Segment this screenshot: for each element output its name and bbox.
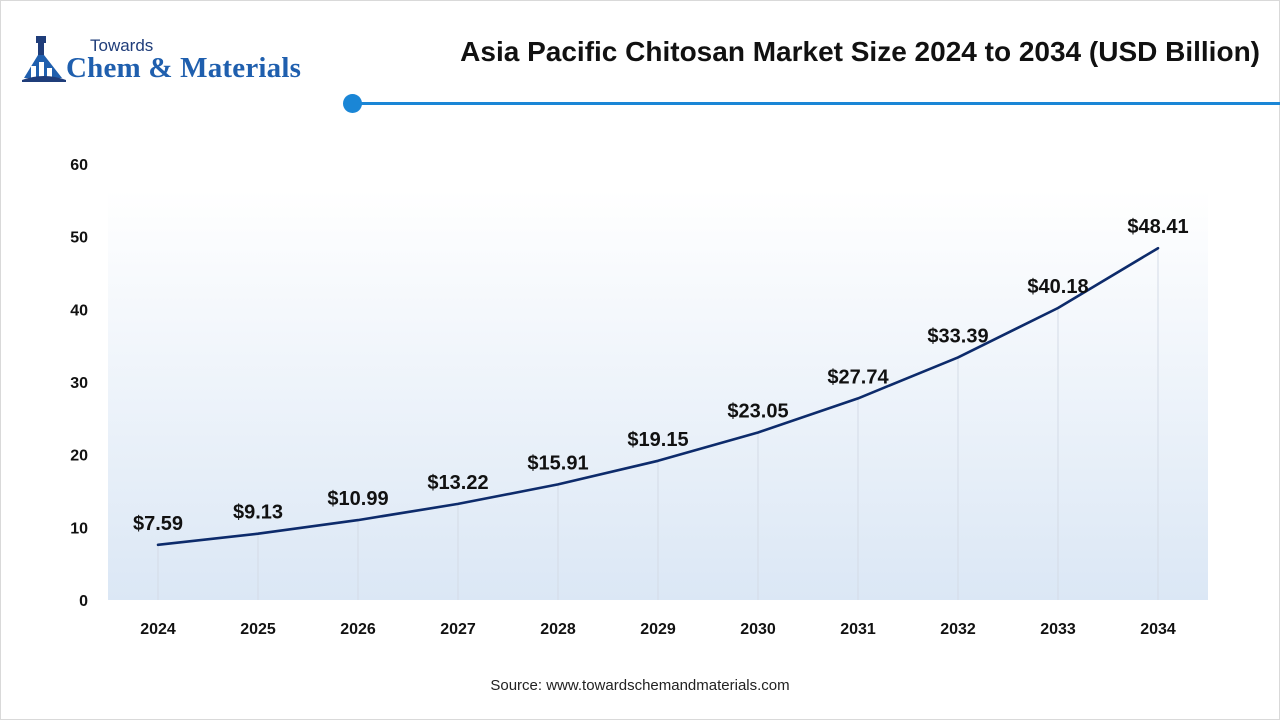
x-tick-label: 2029	[640, 621, 676, 638]
data-label: $15.91	[527, 452, 588, 474]
data-label: $19.15	[627, 429, 688, 451]
x-tick-label: 2031	[840, 621, 876, 638]
data-label: $7.59	[133, 513, 183, 535]
title-divider	[352, 102, 1280, 105]
x-tick-label: 2027	[440, 621, 476, 638]
x-tick-label: 2024	[140, 621, 176, 638]
flask-icon	[22, 36, 66, 82]
data-label: $33.39	[927, 325, 988, 347]
y-tick-label: 60	[70, 157, 88, 174]
series-line	[156, 246, 1160, 547]
data-label: $27.74	[827, 366, 889, 388]
x-tick-label: 2028	[540, 621, 576, 638]
data-label: $48.41	[1127, 216, 1188, 238]
y-tick-label: 50	[70, 230, 88, 247]
data-label: $23.05	[727, 401, 788, 423]
y-tick-label: 0	[79, 593, 88, 610]
x-tick-label: 2034	[1140, 621, 1176, 638]
data-label: $10.99	[327, 488, 388, 510]
logo-wordmark: Chem & Materials	[66, 52, 302, 84]
y-tick-label: 30	[70, 375, 88, 392]
brand-logo: Towards Chem & Materials	[22, 34, 342, 90]
data-label: $9.13	[233, 502, 283, 524]
source-note: Source: www.towardschemandmaterials.com	[490, 677, 790, 694]
x-tick-label: 2030	[740, 621, 776, 638]
x-tick-label: 2025	[240, 621, 276, 638]
x-tick-label: 2033	[1040, 621, 1076, 638]
logo-tagline: Towards	[90, 36, 154, 55]
x-tick-label: 2032	[940, 621, 976, 638]
y-tick-label: 20	[70, 448, 88, 465]
data-label: $13.22	[427, 472, 488, 494]
x-tick-label: 2026	[340, 621, 376, 638]
chart-title: Asia Pacific Chitosan Market Size 2024 t…	[460, 36, 1260, 67]
title-divider-dot	[343, 94, 362, 113]
data-label: $40.18	[1027, 276, 1088, 298]
y-tick-label: 10	[70, 520, 88, 537]
y-tick-label: 40	[70, 302, 88, 319]
